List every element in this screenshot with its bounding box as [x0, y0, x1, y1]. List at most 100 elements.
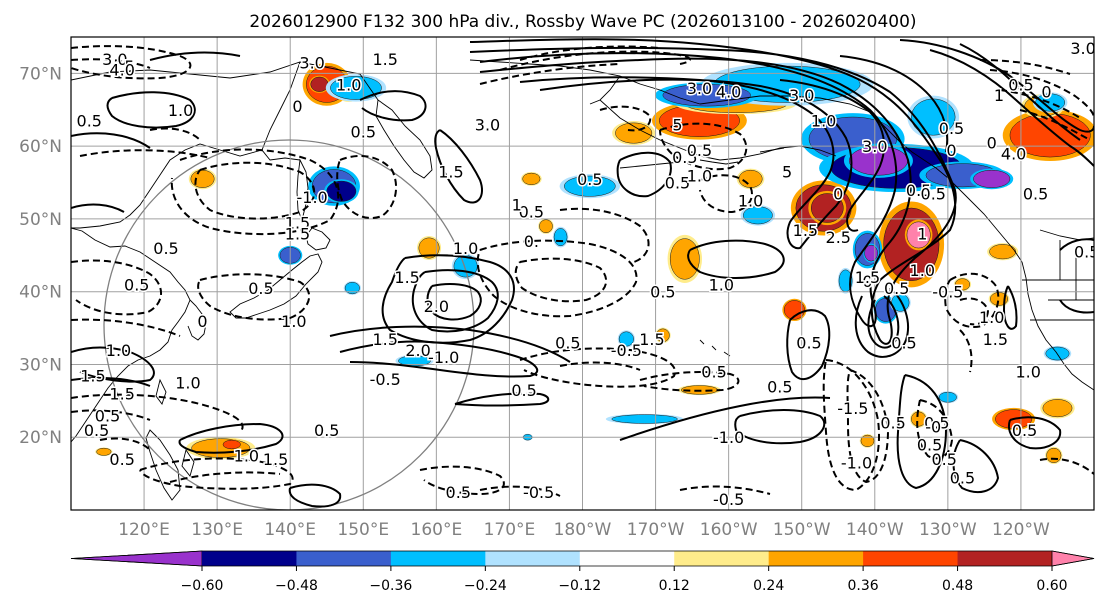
contour-dashed	[514, 257, 608, 303]
contour-label: 0.5	[917, 436, 942, 455]
map-frame	[70, 36, 1095, 511]
latitude-tick-labels: 20°N 30°N 40°N 50°N 60°N 70°N	[19, 64, 62, 448]
contour-dashed	[822, 359, 880, 492]
contour-dashed	[71, 393, 244, 433]
divergence-area	[989, 244, 1017, 260]
divergence-area	[1042, 399, 1073, 418]
contour-label: 4.0	[109, 61, 134, 80]
contour-dashed	[499, 50, 691, 71]
contour-label: 0.5	[767, 377, 792, 396]
contour-label: 0.5	[124, 275, 149, 294]
lon-tick-label: 170°W	[627, 520, 685, 540]
contour-label: 0.5	[880, 414, 905, 433]
colorbar-bin	[579, 551, 675, 566]
contour-dashed	[476, 239, 638, 318]
lat-tick-label: 70°N	[19, 64, 62, 84]
contour-dashed	[71, 259, 162, 316]
contour-solid	[339, 340, 539, 378]
contour-dashed	[197, 273, 311, 321]
contour-label: 1.0	[106, 341, 131, 360]
divergence-area	[539, 219, 553, 233]
colorbar-extend-high	[1051, 550, 1095, 567]
contour-solid	[734, 409, 826, 445]
contour-label: 3.0	[102, 50, 127, 69]
rossby-wave-contours-negative	[71, 45, 1094, 497]
contour-label: 1.5	[263, 450, 288, 469]
lon-tick-label: 130°E	[191, 520, 243, 540]
contour-label: 1.0	[336, 75, 361, 94]
contour-label: 1.5	[285, 224, 310, 243]
reference-circle	[103, 139, 475, 510]
longitude-tick-labels: 120°E 130°E 140°E 150°E 160°E 170°E 180°W 170°W…	[118, 520, 1050, 540]
divergence-area	[326, 180, 357, 202]
contour-label: 3.0	[687, 79, 712, 98]
contour-solid	[779, 79, 886, 232]
contour-label: 1.0	[168, 101, 193, 120]
divergence-area	[618, 331, 634, 347]
contour-label: -0	[925, 417, 941, 436]
contour-label-layer: 3.03.054.01.01.501.00.50.5 3.03.0 4.0 3.01.…	[75, 37, 1099, 510]
contour-solid	[71, 203, 125, 213]
divergence-area	[330, 76, 382, 100]
contour-label: 4.0	[716, 83, 741, 102]
lon-tick-label: 120°E	[118, 520, 170, 540]
contour-label: 0.5	[939, 119, 964, 138]
contour-dashed	[479, 63, 621, 85]
colorbar-bin	[674, 551, 770, 566]
contour-label: 4.0	[1001, 144, 1026, 163]
contour-label: 1.5	[372, 50, 397, 69]
contour-label: -1.0	[713, 428, 744, 447]
map-content: 3.03.054.01.01.501.00.50.5 3.03.0 4.0 3.01.…	[71, 37, 1099, 510]
contour-label: 1.5	[394, 268, 419, 287]
divergence-area	[860, 434, 875, 447]
lat-tick-label: 20°N	[19, 428, 62, 448]
contour-dashed	[1019, 109, 1091, 141]
contour-label: -1.0	[297, 188, 328, 207]
colorbar-tick-label: 0.12	[659, 578, 690, 594]
colorbar-tick-label: 0.60	[1036, 578, 1067, 594]
contour-label: 0.5	[1074, 243, 1099, 262]
contour-label: 1.0	[1016, 363, 1041, 382]
contour-label: -1.5	[837, 399, 868, 418]
contour-label: 0.5	[924, 414, 949, 433]
contour-label: 0.5	[931, 450, 956, 469]
contour-label: 0.5	[77, 112, 102, 131]
contour-dashed	[79, 149, 211, 159]
divergence-area	[973, 169, 1011, 188]
divergence-area	[96, 447, 112, 456]
contour-label: -1.0	[428, 348, 459, 367]
colorbar-tick-label: −0.36	[369, 578, 412, 594]
contour-solid	[106, 91, 196, 129]
contour-solid	[929, 49, 1094, 167]
contour-dashed	[679, 485, 771, 495]
contour-label: 1.5	[983, 330, 1008, 349]
colorbar-bin	[768, 551, 864, 566]
contour-dashed	[336, 154, 398, 219]
colorbar-tick-label: 0.24	[753, 578, 784, 594]
colorbar-tick-label: 0.48	[942, 578, 973, 594]
contour-label: 1.5	[109, 385, 134, 404]
contour-label: 1.0	[811, 112, 836, 131]
colorbar-bin	[485, 551, 581, 566]
contour-dashed	[639, 371, 740, 392]
contour-label: 0	[197, 312, 207, 331]
contour-label: 3.0	[1070, 39, 1095, 58]
contour-label: 0.5	[511, 381, 536, 400]
contour-solid	[71, 132, 151, 149]
lon-tick-label: 180°W	[554, 520, 612, 540]
lon-tick-label: 140°E	[264, 520, 316, 540]
contour-dashed	[99, 437, 151, 451]
divergence-area	[810, 193, 844, 223]
contour-label: 0	[1041, 83, 1051, 102]
coastline-alaska	[699, 95, 1023, 263]
divergence-area	[190, 169, 215, 188]
divergence-area	[738, 169, 763, 188]
contour-dashed	[916, 399, 954, 460]
contour-label: 0.5	[248, 279, 273, 298]
contour-solid	[1008, 416, 1062, 450]
contour-solid	[454, 392, 550, 407]
lat-tick-label: 60°N	[19, 137, 62, 157]
contour-label: 0.5	[1023, 184, 1048, 203]
coastline-asia	[71, 227, 191, 443]
